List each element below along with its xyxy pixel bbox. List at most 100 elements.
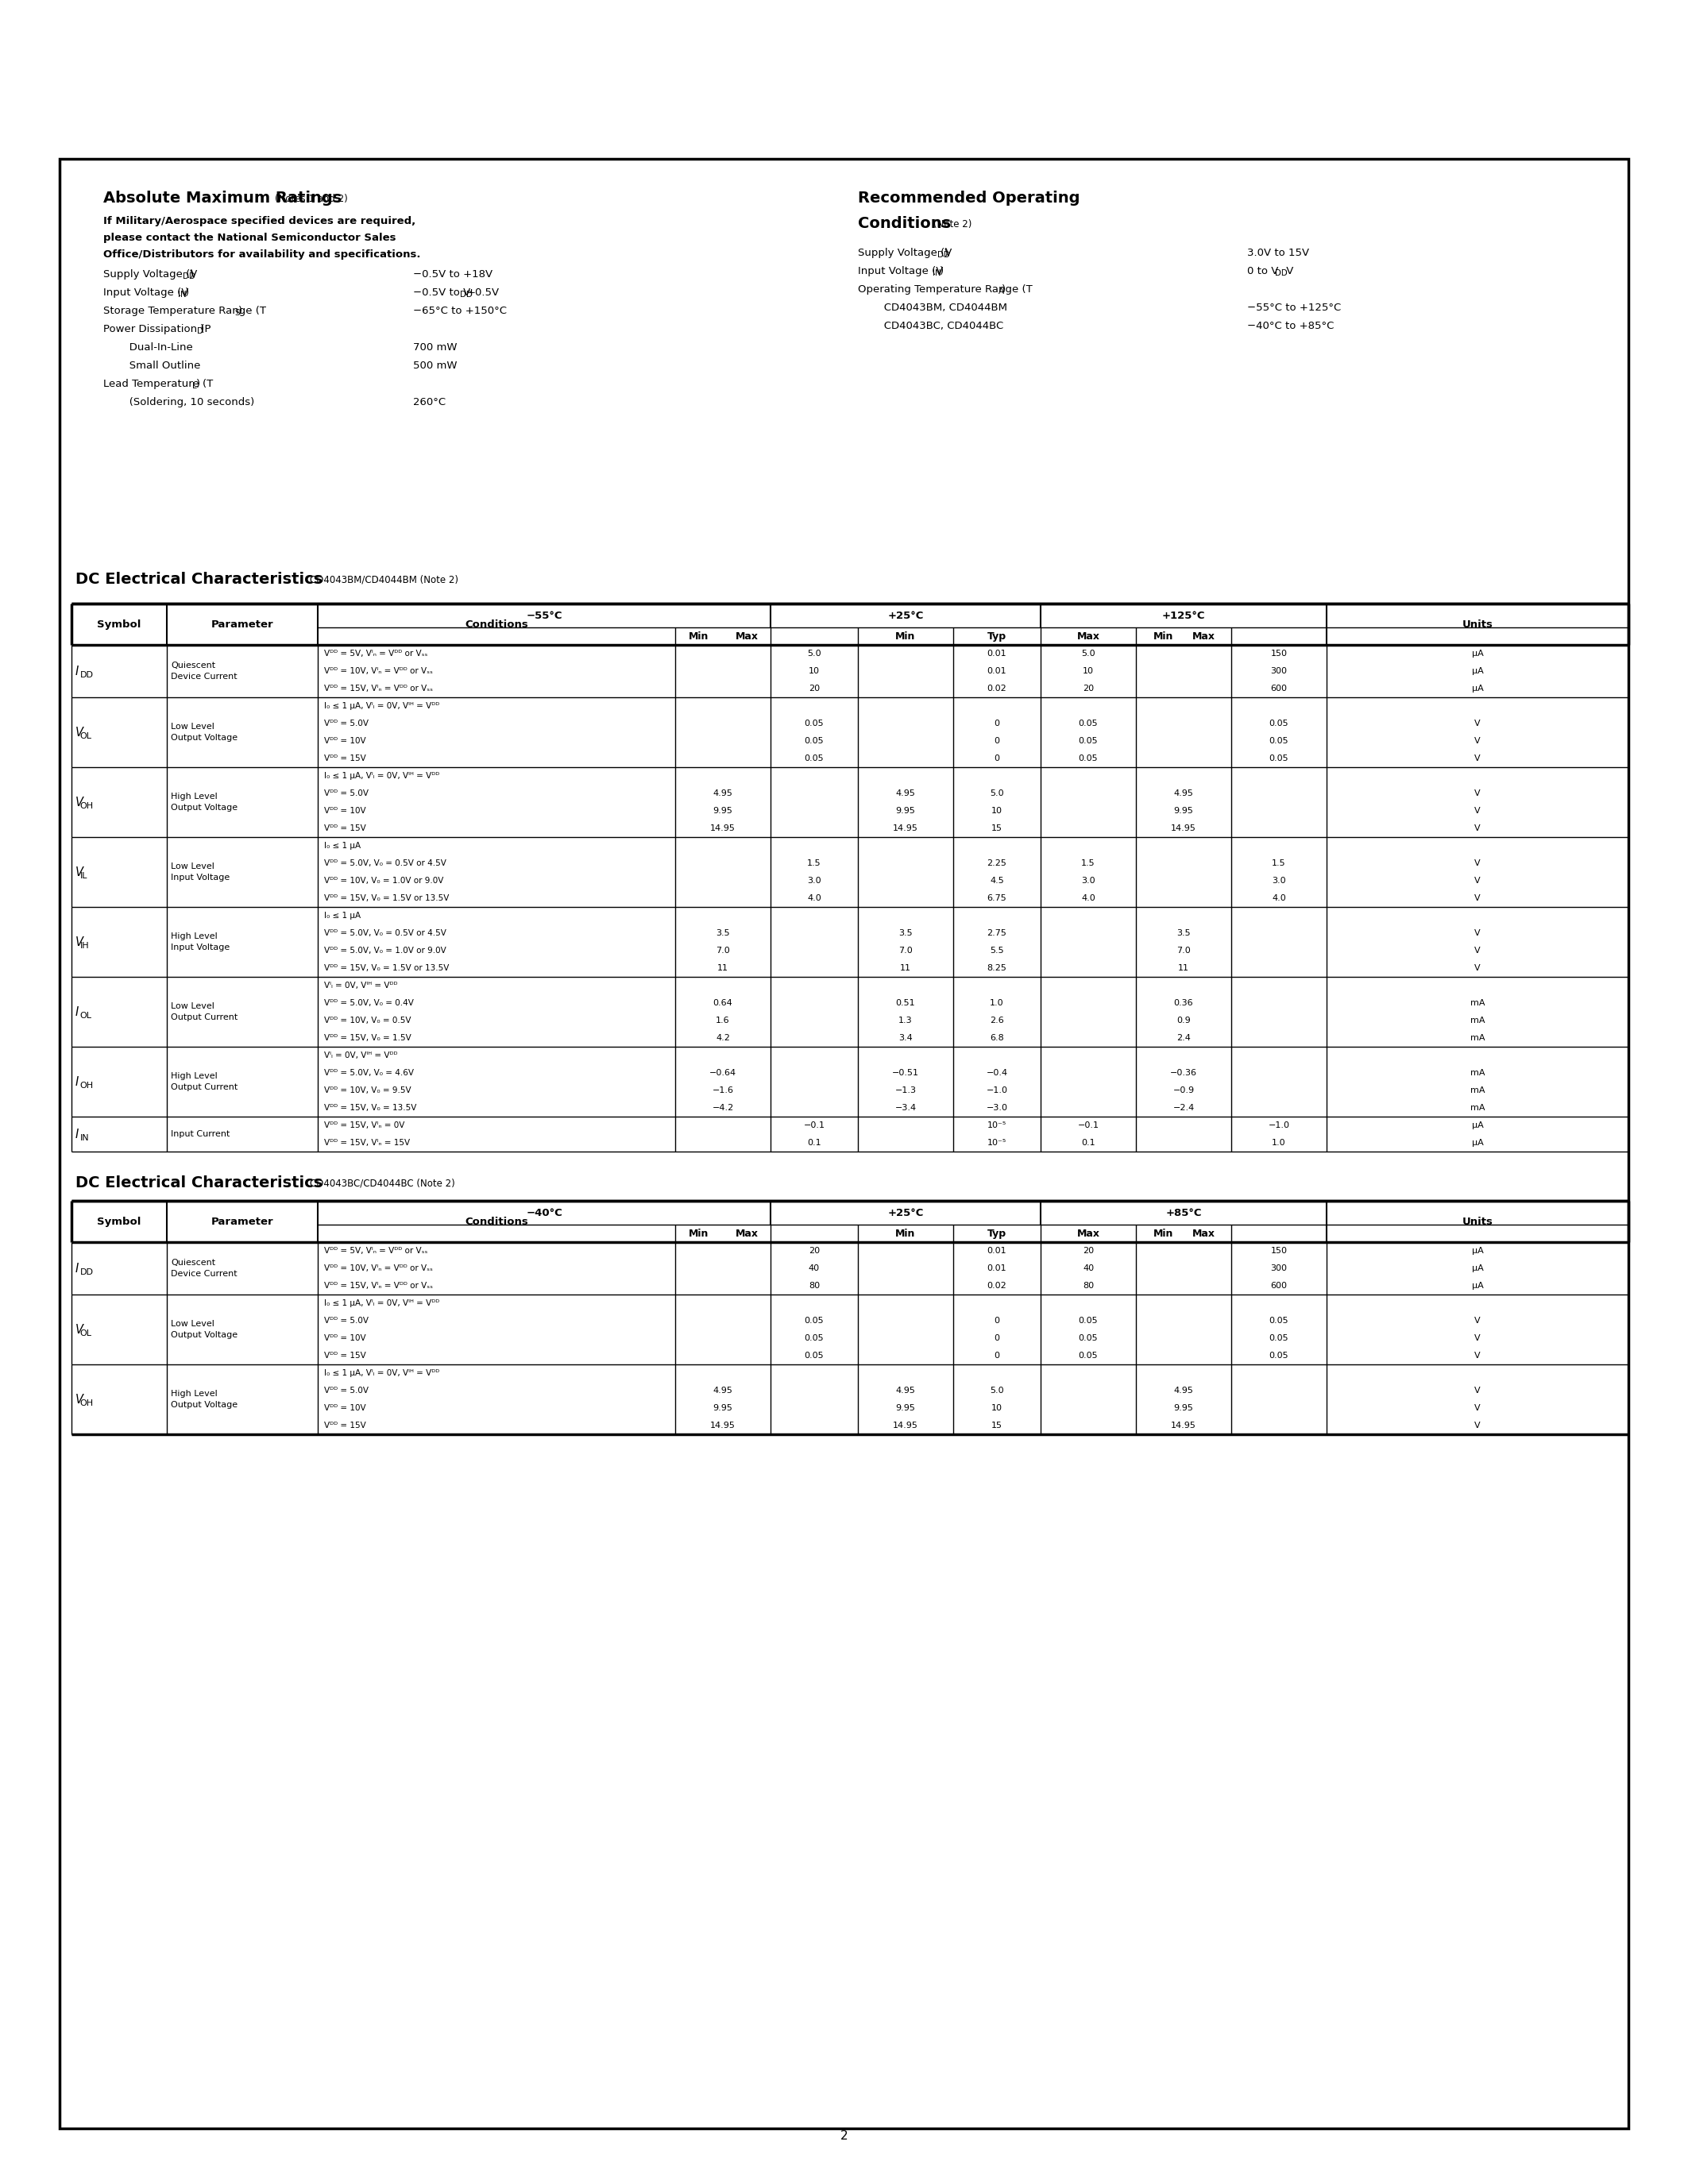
Text: Power Dissipation (P: Power Dissipation (P [103,323,211,334]
Text: 0.05: 0.05 [1079,1334,1097,1343]
Text: Vᴰᴰ = 5.0V: Vᴰᴰ = 5.0V [324,719,368,727]
Text: V: V [1475,893,1480,902]
Text: mA: mA [1470,1103,1485,1112]
Text: 5.0: 5.0 [1082,649,1096,657]
Text: Typ: Typ [987,631,1006,642]
Text: V: V [76,1393,83,1404]
Text: mA: mA [1470,1016,1485,1024]
Text: OH: OH [79,802,93,810]
Text: 0.9: 0.9 [1177,1016,1190,1024]
Text: 9.95: 9.95 [712,1404,733,1413]
Text: Vᴵₗ = 0V, Vᴵᴴ = Vᴰᴰ: Vᴵₗ = 0V, Vᴵᴴ = Vᴰᴰ [324,981,398,989]
Text: Min: Min [689,1227,709,1238]
Text: DD: DD [79,670,93,679]
Text: 0: 0 [994,719,999,727]
Text: Min: Min [1153,631,1173,642]
Text: CD4043BC, CD4044BC: CD4043BC, CD4044BC [874,321,1003,332]
Text: Output Current: Output Current [170,1013,238,1022]
Text: 14.95: 14.95 [1171,823,1197,832]
Text: 0.05: 0.05 [805,736,824,745]
Text: Units: Units [1462,618,1492,629]
Text: I: I [76,1007,79,1018]
Text: 15: 15 [991,1422,1003,1431]
Text: OH: OH [79,1081,93,1090]
Text: −0.1: −0.1 [803,1120,825,1129]
Text: Low Level: Low Level [170,1319,214,1328]
Text: Vᴰᴰ = 15V, Vᴵₙ = Vᴰᴰ or Vₛₛ: Vᴰᴰ = 15V, Vᴵₙ = Vᴰᴰ or Vₛₛ [324,684,432,692]
Text: CD4043BC/CD4044BC (Note 2): CD4043BC/CD4044BC (Note 2) [311,1177,456,1188]
Text: Storage Temperature Range (T: Storage Temperature Range (T [103,306,267,317]
Text: Vᴰᴰ = 10V, Vᴵₙ = Vᴰᴰ or Vₛₛ: Vᴰᴰ = 10V, Vᴵₙ = Vᴰᴰ or Vₛₛ [324,666,432,675]
Text: 9.95: 9.95 [896,1404,915,1413]
Text: 1.5: 1.5 [1273,858,1286,867]
Text: V: V [1475,1334,1480,1343]
Text: 600: 600 [1271,1282,1288,1291]
Text: 7.0: 7.0 [1177,946,1190,954]
Text: +85°C: +85°C [1165,1208,1202,1219]
Text: 2.75: 2.75 [987,928,1006,937]
Text: 5.0: 5.0 [989,1387,1004,1396]
Text: ): ) [196,378,199,389]
Text: 9.95: 9.95 [712,806,733,815]
Text: V: V [1475,719,1480,727]
Text: V: V [1475,1404,1480,1413]
Text: −55°C: −55°C [527,609,562,620]
Text: 0: 0 [994,736,999,745]
Text: 8.25: 8.25 [987,963,1006,972]
Text: 0.05: 0.05 [1269,753,1288,762]
Text: OL: OL [79,1330,91,1337]
Text: Output Current: Output Current [170,1083,238,1092]
Text: 20: 20 [1082,684,1094,692]
Text: 9.95: 9.95 [1173,806,1193,815]
Text: 0.01: 0.01 [987,1265,1006,1273]
Text: Output Voltage: Output Voltage [170,1330,238,1339]
Text: 300: 300 [1271,1265,1288,1273]
Text: 7.0: 7.0 [898,946,913,954]
Text: −0.36: −0.36 [1170,1068,1197,1077]
Text: Input Current: Input Current [170,1129,230,1138]
Text: Max: Max [736,1227,758,1238]
Text: V: V [1475,1317,1480,1326]
Text: 10: 10 [991,806,1003,815]
Text: CD4043BM, CD4044BM: CD4043BM, CD4044BM [874,304,1008,312]
Text: DD: DD [459,290,473,299]
Text: If Military/Aerospace specified devices are required,: If Military/Aerospace specified devices … [103,216,415,227]
Text: 0.1: 0.1 [807,1138,820,1147]
Text: −0.9: −0.9 [1173,1085,1195,1094]
Text: V: V [1475,858,1480,867]
Text: μA: μA [1472,1247,1484,1256]
Text: V: V [1475,753,1480,762]
Text: 3.0: 3.0 [1273,876,1286,885]
Text: 14.95: 14.95 [893,823,918,832]
Text: 2.4: 2.4 [1177,1033,1190,1042]
Text: 6.8: 6.8 [989,1033,1004,1042]
Text: Low Level: Low Level [170,723,214,732]
Text: −1.0: −1.0 [1268,1120,1290,1129]
Text: 20: 20 [809,1247,820,1256]
Text: 3.5: 3.5 [1177,928,1190,937]
Text: I: I [76,666,79,677]
Text: DD: DD [1274,269,1288,277]
Text: Vᴰᴰ = 5V, Vᴵₙ = Vᴰᴰ or Vₛₛ: Vᴰᴰ = 5V, Vᴵₙ = Vᴰᴰ or Vₛₛ [324,1247,427,1256]
Text: DD: DD [937,251,950,258]
Text: 0.01: 0.01 [987,1247,1006,1256]
Text: 14.95: 14.95 [893,1422,918,1431]
Text: I₀ ≤ 1 μA, Vᴵₗ = 0V, Vᴵᴴ = Vᴰᴰ: I₀ ≤ 1 μA, Vᴵₗ = 0V, Vᴵᴴ = Vᴰᴰ [324,1299,439,1308]
Text: OH: OH [79,1400,93,1406]
Text: 10: 10 [1082,666,1094,675]
Text: 2.25: 2.25 [987,858,1006,867]
Text: Vᴰᴰ = 15V, Vᴵₙ = Vᴰᴰ or Vₛₛ: Vᴰᴰ = 15V, Vᴵₙ = Vᴰᴰ or Vₛₛ [324,1282,432,1291]
Text: 4.95: 4.95 [896,788,915,797]
Text: −40°C to +85°C: −40°C to +85°C [1247,321,1334,332]
Text: 11: 11 [717,963,729,972]
Text: V: V [1475,823,1480,832]
Text: Vᴰᴰ = 15V, V₀ = 1.5V or 13.5V: Vᴰᴰ = 15V, V₀ = 1.5V or 13.5V [324,893,449,902]
Text: Vᴰᴰ = 5.0V, V₀ = 4.6V: Vᴰᴰ = 5.0V, V₀ = 4.6V [324,1068,414,1077]
Text: +0.5V: +0.5V [468,288,500,297]
Text: Min: Min [1153,1227,1173,1238]
Text: Quiescent: Quiescent [170,1258,216,1267]
Text: I₀ ≤ 1 μA, Vᴵₗ = 0V, Vᴵᴴ = Vᴰᴰ: I₀ ≤ 1 μA, Vᴵₗ = 0V, Vᴵᴴ = Vᴰᴰ [324,771,439,780]
Text: 0.51: 0.51 [896,998,915,1007]
Text: Low Level: Low Level [170,1002,214,1011]
Text: 0.05: 0.05 [1079,736,1097,745]
